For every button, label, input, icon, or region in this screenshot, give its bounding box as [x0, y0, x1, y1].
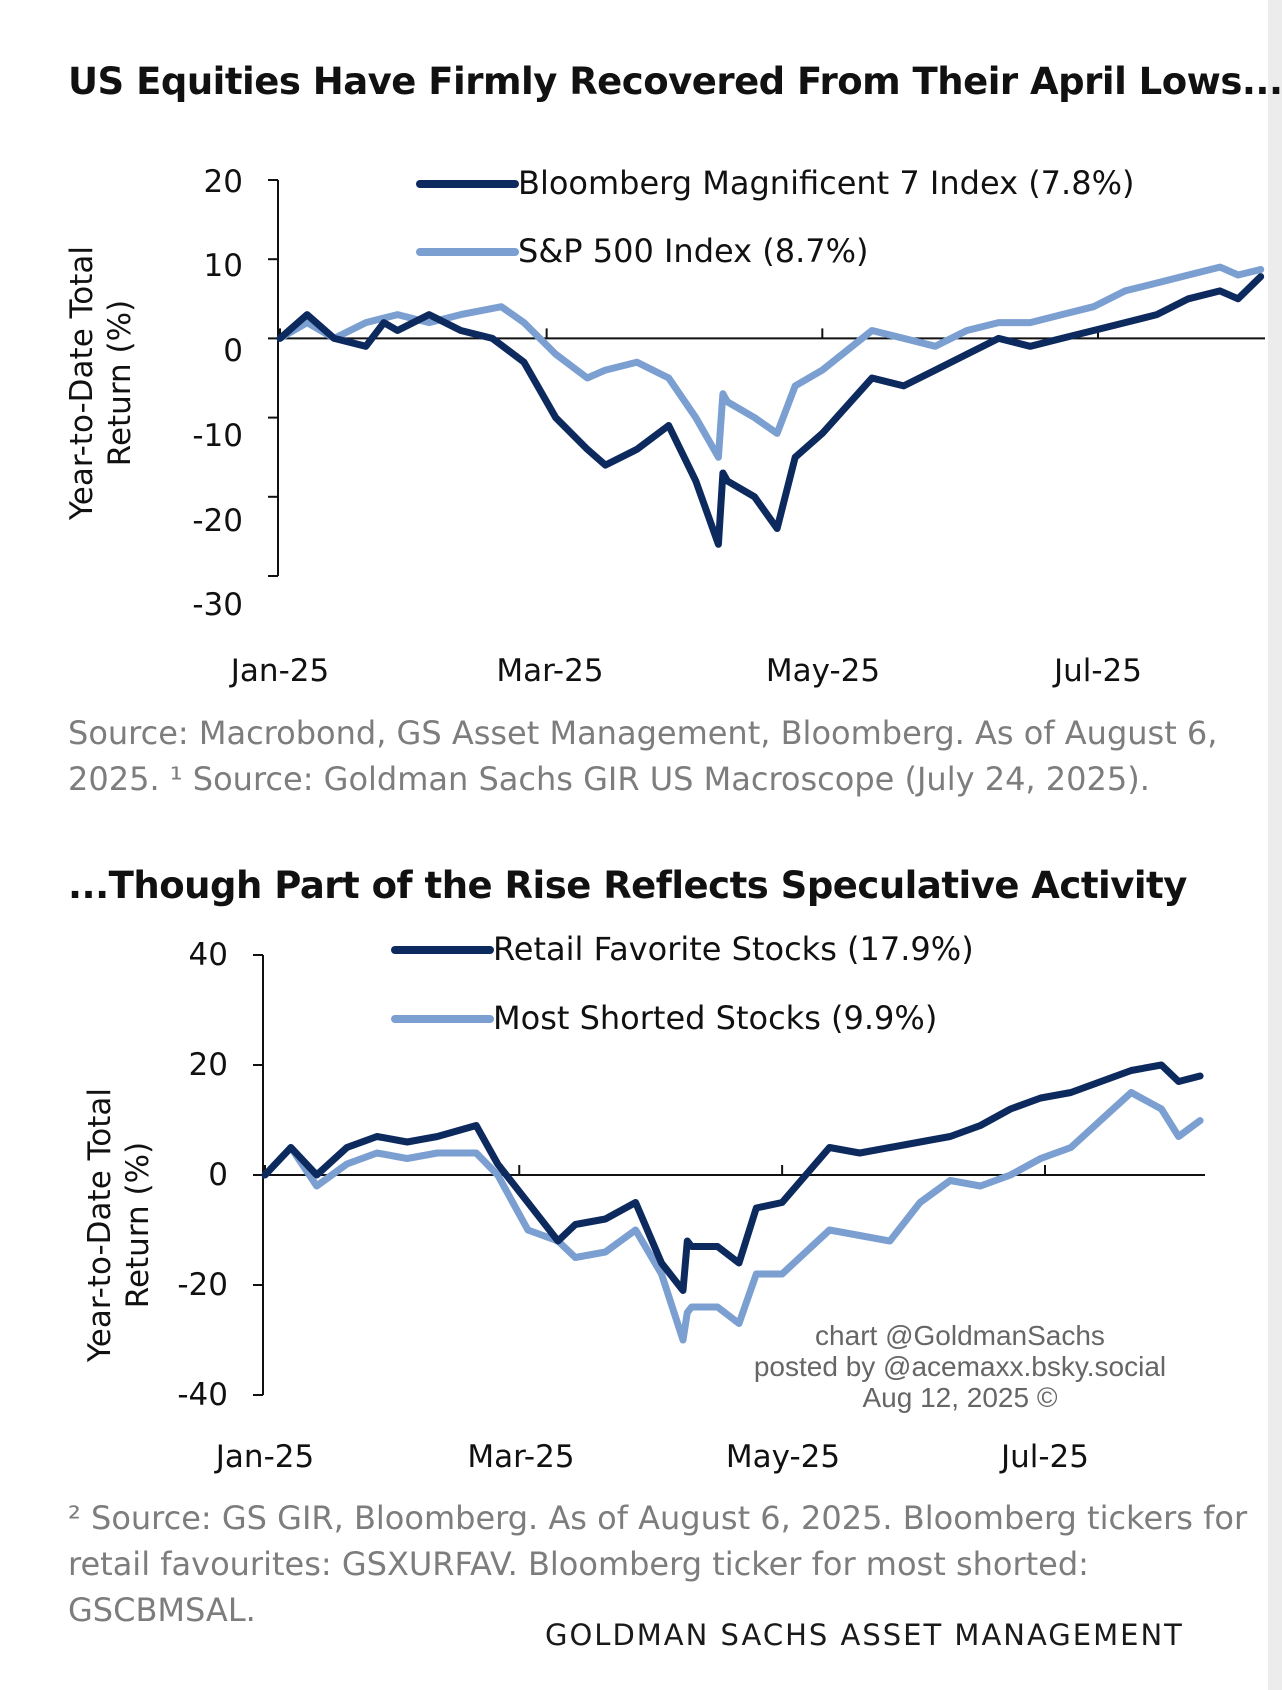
watermark-line-2: posted by @acemaxx.bsky.social [753, 1351, 1167, 1382]
chart-1-legend-label-mag7: Bloomberg Magnificent 7 Index (7.8%) [518, 164, 1134, 202]
chart-1-ytick-neg20: -20 [192, 503, 243, 539]
chart-1-xtick-jan: Jan-25 [229, 653, 329, 689]
chart-2-ytick-neg40: -40 [177, 1377, 228, 1413]
chart-1-source-note: Source: Macrobond, GS Asset Management, … [68, 714, 1218, 798]
chart-2-ytick-20: 20 [189, 1047, 228, 1083]
chart-2-series-dark-line [261, 1061, 1204, 1294]
chart-1-xtick-jul: Jul-25 [1052, 653, 1142, 689]
chart-1-series-dark-line [276, 273, 1265, 548]
chart-1-xtick-mar: Mar-25 [496, 653, 603, 689]
chart-2-legend-label-retail: Retail Favorite Stocks (17.9%) [493, 935, 974, 968]
chart-1-svg: Year-to-Date Total Return (%) 20 10 0 -1… [64, 164, 1265, 689]
chart-2-ylabel-line1: Year-to-Date Total [82, 1088, 118, 1363]
watermark: chart @GoldmanSachs posted by @acemaxx.b… [700, 1320, 1220, 1413]
footer-brand: GOLDMAN SACHS ASSET MANAGEMENT [545, 1618, 1184, 1652]
chart-2-title: ...Though Part of the Rise Reflects Spec… [68, 864, 1187, 907]
chart-1-xticks: Jan-25 Mar-25 May-25 Jul-25 [229, 653, 1142, 689]
chart-1-title: US Equities Have Firmly Recovered From T… [68, 60, 1282, 103]
chart-1-ytick-neg30: -30 [192, 587, 243, 623]
chart-2-ytick-neg20: -20 [177, 1267, 228, 1303]
chart-1-ytick-neg10: -10 [192, 418, 243, 454]
chart-2-xticks: Jan-25 Mar-25 May-25 Jul-25 [214, 1439, 1089, 1475]
chart-2-source-note: ² Source: GS GIR, Bloomberg. As of Augus… [68, 1499, 1248, 1629]
chart-1-ytick-10: 10 [204, 248, 243, 284]
chart-2-ytick-40: 40 [189, 937, 228, 973]
chart-1-series [276, 263, 1265, 548]
chart-1-ylabel: Year-to-Date Total Return (%) [64, 246, 138, 521]
watermark-line-3: Aug 12, 2025 © [862, 1382, 1058, 1413]
chart-2-series [261, 1061, 1204, 1344]
chart-1-legend-label-sp500: S&P 500 Index (8.7%) [518, 232, 869, 270]
chart-2-xtick-jan: Jan-25 [214, 1439, 314, 1475]
chart-2-svg: Year-to-Date Total Return (%) 40 20 0 -2… [82, 935, 1205, 1475]
chart-1-yticks: 20 10 0 -10 -20 -30 [192, 164, 243, 623]
watermark-line-1: chart @GoldmanSachs [815, 1320, 1105, 1351]
chart-2-yticks: 40 20 0 -20 -40 [177, 937, 228, 1413]
chart-1-ytick-20: 20 [204, 164, 243, 200]
chart-1-ylabel-line1: Year-to-Date Total [64, 246, 100, 521]
chart-2-xtick-mar: Mar-25 [467, 1439, 574, 1475]
chart-2-ylabel: Year-to-Date Total Return (%) [82, 1088, 156, 1363]
chart-2-ytick-0: 0 [208, 1157, 228, 1193]
chart-1-legend: Bloomberg Magnificent 7 Index (7.8%) S&P… [416, 164, 1134, 270]
chart-2-xtick-may: May-25 [726, 1439, 840, 1475]
chart-2-ylabel-line2: Return (%) [120, 1142, 156, 1308]
chart-1-ylabel-line2: Return (%) [102, 300, 138, 466]
chart-1-xtick-may: May-25 [766, 653, 880, 689]
chart-2-legend: Retail Favorite Stocks (17.9%) Most Shor… [391, 935, 974, 1037]
chart-1-ytick-0: 0 [223, 333, 243, 369]
chart-1-series-light-line [276, 263, 1265, 461]
chart-2-series-light-line [261, 1089, 1204, 1344]
chart-2-xtick-jul: Jul-25 [999, 1439, 1089, 1475]
chart-2-legend-label-shorted: Most Shorted Stocks (9.9%) [493, 999, 937, 1037]
